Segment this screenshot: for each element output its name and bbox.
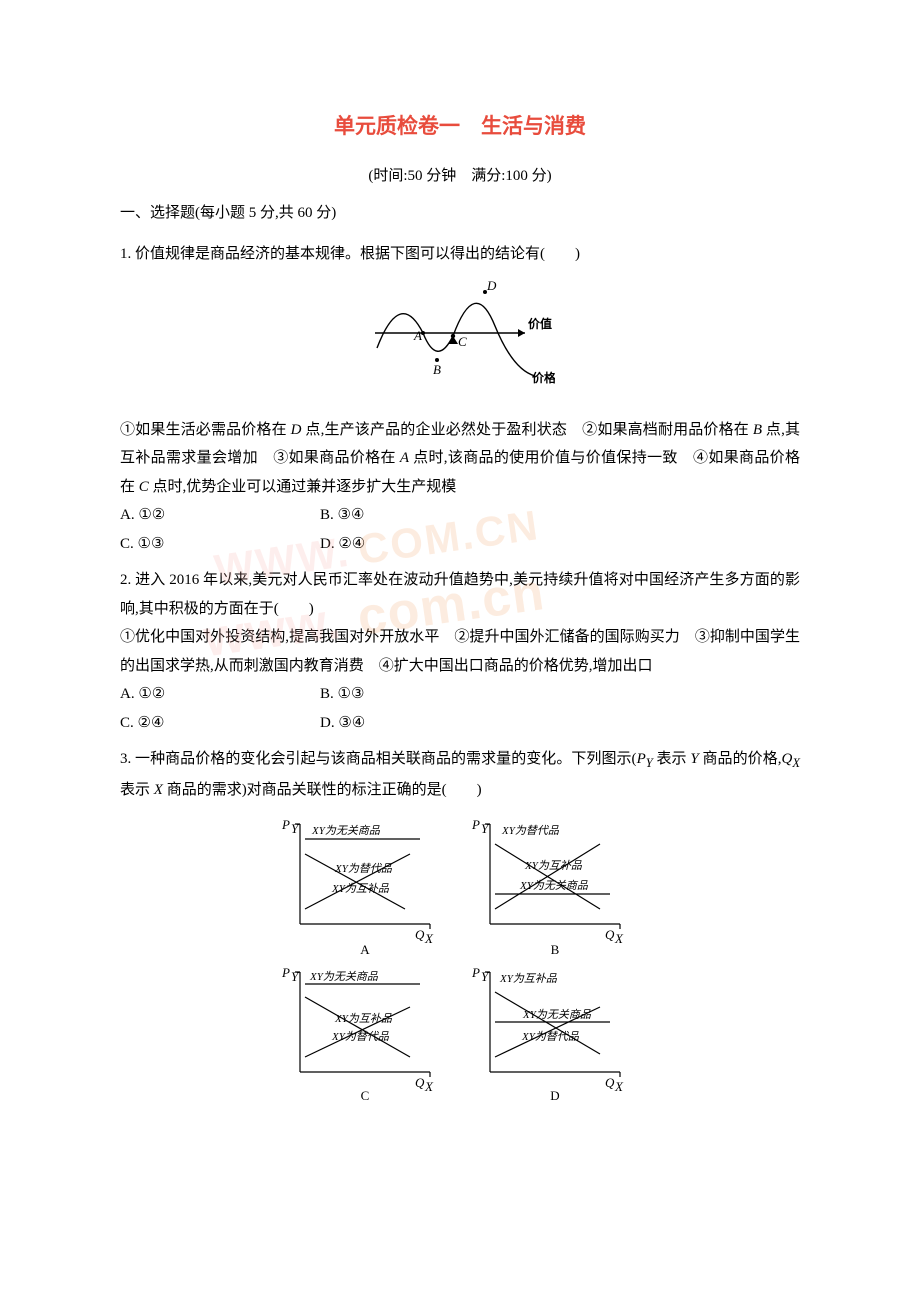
page-title: 单元质检卷一 生活与消费 xyxy=(120,110,800,140)
svg-text:Y: Y xyxy=(481,969,490,984)
q3-qx: Q xyxy=(782,751,793,767)
b-l1: XY为替代品 xyxy=(501,824,560,837)
panel-a-label: A xyxy=(360,942,370,957)
q3-stem-p1: 3. 一种商品价格的变化会引起与该商品相关联商品的需求量的变化。下列图示( xyxy=(120,751,637,767)
q3-xvar: X xyxy=(154,782,163,798)
d-l3: XY为替代品 xyxy=(521,1030,580,1043)
page-subtitle: (时间:50 分钟 满分:100 分) xyxy=(120,164,800,185)
svg-text:X: X xyxy=(424,931,434,946)
panel-b: PY QX XY为替代品 XY为互补品 XY为无关商品 B xyxy=(471,817,624,957)
svg-text:Y: Y xyxy=(291,969,300,984)
q3-stem: 3. 一种商品价格的变化会引起与该商品相关联商品的需求量的变化。下列图示(PY … xyxy=(120,745,800,804)
q3-qxsub: X xyxy=(792,756,800,770)
q3-xdesc: 商品的需求)对商品关联性的标注正确的是( ) xyxy=(163,782,482,798)
q2-opt-c: C. ②④ xyxy=(120,709,320,738)
price-label: 价格 xyxy=(532,370,555,385)
question-1: 1. 价值规律是商品经济的基本规律。根据下图可以得出的结论有( ) 价值 价格 … xyxy=(120,240,800,559)
c-l3: XY为替代品 xyxy=(331,1030,390,1043)
q1-opt-a: A. ①② xyxy=(120,501,320,530)
svg-text:P: P xyxy=(281,965,290,980)
q2-propositions: ①优化中国对外投资结构,提高我国对外开放水平 ②提升中国外汇储备的国际购买力 ③… xyxy=(120,623,800,680)
c-l1: XY为无关商品 xyxy=(309,970,379,983)
q1-stem: 1. 价值规律是商品经济的基本规律。根据下图可以得出的结论有( ) xyxy=(120,240,800,269)
question-3: 3. 一种商品价格的变化会引起与该商品相关联商品的需求量的变化。下列图示( PY … xyxy=(120,745,800,1115)
panel-c-label: C xyxy=(361,1088,370,1103)
svg-text:X: X xyxy=(614,931,624,946)
a-l2: XY为替代品 xyxy=(334,862,393,875)
panel-d: PY QX XY为互补品 XY为无关商品 XY为替代品 D xyxy=(471,965,624,1103)
panel-a: PY QX XY为无关商品 XY为替代品 XY为互补品 A xyxy=(281,817,434,957)
svg-text:Y: Y xyxy=(481,821,490,836)
q2-opt-a: A. ①② xyxy=(120,680,320,709)
q3-pysub: Y xyxy=(646,756,653,770)
svg-text:P: P xyxy=(471,965,480,980)
svg-text:Q: Q xyxy=(605,927,615,942)
q1-figure: 价值 价格 A B C D xyxy=(120,278,800,404)
q3-py: P xyxy=(637,751,646,767)
q1-options: A. ①② B. ③④ C. ①③ D. ②④ xyxy=(120,501,800,558)
pt-b: B xyxy=(433,362,441,377)
svg-text:X: X xyxy=(424,1079,434,1094)
a-l3: XY为互补品 xyxy=(331,882,390,895)
b-l3: XY为无关商品 xyxy=(519,879,589,892)
d-l2: XY为无关商品 xyxy=(522,1008,592,1021)
q1-opt-d: D. ②④ xyxy=(320,530,520,559)
svg-text:Q: Q xyxy=(605,1075,615,1090)
q3-yvar: Y xyxy=(690,751,698,767)
q2-options: A. ①② B. ①③ C. ②④ D. ③④ xyxy=(120,680,800,737)
q3-pydesc: 表示 xyxy=(653,751,691,767)
c-l2: XY为互补品 xyxy=(334,1012,393,1025)
q3-ydesc: 商品的价格, xyxy=(699,751,782,767)
q2-opt-d: D. ③④ xyxy=(320,709,520,738)
q3-grid-svg: PY QX XY为无关商品 XY为替代品 XY为互补品 A PY QX XY为替… xyxy=(270,814,650,1104)
panel-b-label: B xyxy=(551,942,560,957)
q3-qxdesc: 表示 xyxy=(120,782,154,798)
q2-stem: 2. 进入 2016 年以来,美元对人民币汇率处在波动升值趋势中,美元持续升值将… xyxy=(120,566,800,623)
svg-text:P: P xyxy=(471,817,480,832)
svg-text:Y: Y xyxy=(291,821,300,836)
svg-text:Q: Q xyxy=(415,1075,425,1090)
b-l2: XY为互补品 xyxy=(524,859,583,872)
question-2: 2. 进入 2016 年以来,美元对人民币汇率处在波动升值趋势中,美元持续升值将… xyxy=(120,566,800,737)
q1-propositions: ①如果生活必需品价格在 D 点,生产该产品的企业必然处于盈利状态 ②如果高档耐用… xyxy=(120,416,800,502)
svg-text:X: X xyxy=(614,1079,624,1094)
d-l1: XY为互补品 xyxy=(499,972,558,985)
pt-d: D xyxy=(486,278,497,293)
q3-figure: PY QX XY为无关商品 XY为替代品 XY为互补品 A PY QX XY为替… xyxy=(120,814,800,1115)
a-l1: XY为无关商品 xyxy=(311,824,381,837)
panel-c: PY QX XY为无关商品 XY为互补品 XY为替代品 C xyxy=(281,965,434,1103)
section-heading: 一、选择题(每小题 5 分,共 60 分) xyxy=(120,199,800,228)
q1-opt-c: C. ①③ xyxy=(120,530,320,559)
pt-c: C xyxy=(458,334,467,349)
pt-a: A xyxy=(413,328,422,343)
q2-opt-b: B. ①③ xyxy=(320,680,520,709)
q1-opt-b: B. ③④ xyxy=(320,501,520,530)
svg-text:P: P xyxy=(281,817,290,832)
panel-d-label: D xyxy=(550,1088,559,1103)
value-label: 价值 xyxy=(528,316,552,331)
q1-chart-svg: 价值 价格 A B C D xyxy=(365,278,555,393)
svg-text:Q: Q xyxy=(415,927,425,942)
